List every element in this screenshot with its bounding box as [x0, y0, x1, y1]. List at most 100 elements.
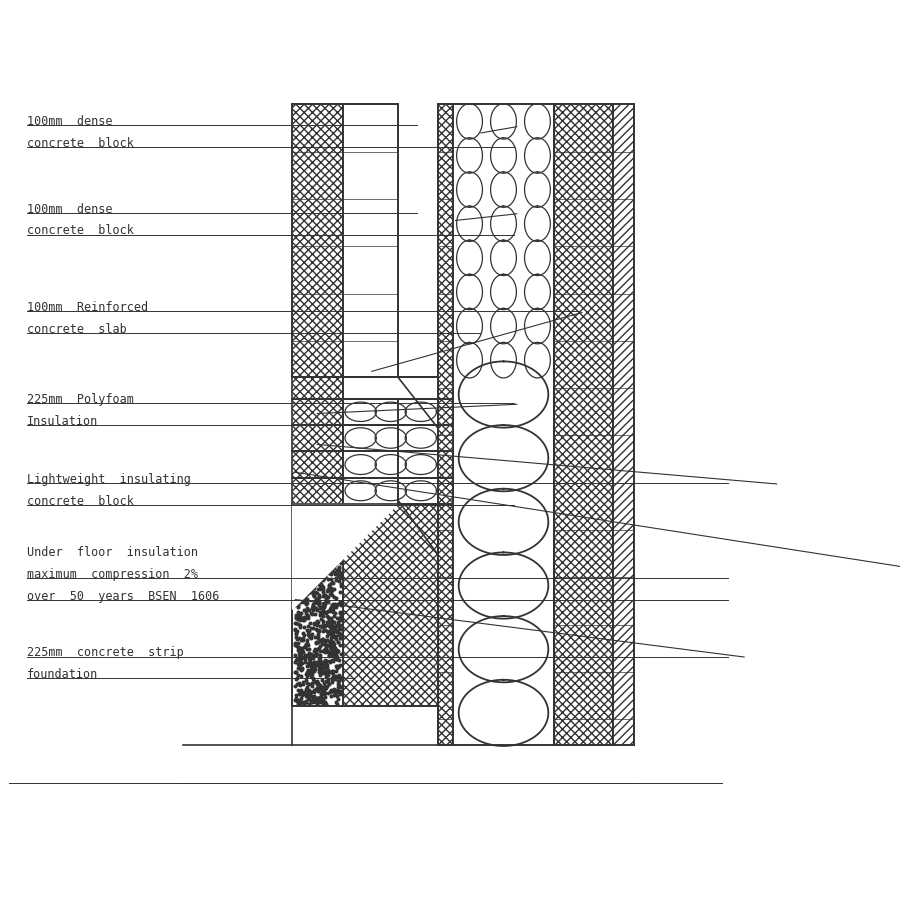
Point [327, 609, 341, 624]
Point [304, 667, 319, 681]
Point [296, 626, 310, 640]
Bar [613, 104, 634, 744]
Point [328, 598, 343, 612]
Point [292, 668, 306, 682]
Point [318, 597, 332, 611]
Point [310, 532, 325, 546]
Point [333, 626, 347, 641]
Point [288, 627, 302, 642]
Point [306, 517, 320, 531]
Point [319, 669, 333, 683]
Point [319, 521, 333, 535]
Text: concrete  block: concrete block [27, 137, 134, 150]
Point [322, 577, 337, 591]
Point [332, 523, 347, 537]
Point [316, 604, 330, 618]
Point [316, 561, 330, 575]
Point [325, 617, 339, 632]
Point [301, 533, 315, 547]
Point [328, 555, 343, 570]
Point [309, 635, 323, 650]
Point [302, 573, 316, 588]
Point [334, 500, 348, 514]
Point [310, 586, 324, 600]
Text: concrete  slab: concrete slab [27, 323, 127, 336]
Point [302, 666, 316, 680]
Point [322, 549, 337, 563]
Point [291, 537, 305, 552]
Point [306, 537, 320, 552]
Point [296, 675, 310, 689]
Point [292, 693, 307, 707]
Point [324, 664, 338, 679]
Text: foundation: foundation [27, 669, 98, 681]
Point [293, 662, 308, 677]
Point [301, 684, 315, 698]
Point [317, 557, 331, 572]
Point [298, 652, 312, 666]
Point [328, 688, 342, 702]
Point [324, 619, 338, 634]
Point [332, 631, 347, 645]
Point [293, 541, 308, 555]
Point [314, 690, 328, 705]
Point [291, 640, 305, 654]
Point [324, 644, 338, 658]
Point [289, 544, 303, 559]
Point [311, 695, 326, 709]
Point [294, 575, 309, 590]
Point [292, 694, 307, 708]
Point [303, 503, 318, 517]
Point [307, 510, 321, 525]
Point [318, 652, 332, 667]
Point [330, 692, 345, 706]
Point [315, 655, 329, 670]
Point [312, 517, 327, 531]
Point [319, 673, 333, 688]
Point [290, 591, 304, 606]
Point [315, 580, 329, 594]
Point [320, 534, 334, 548]
Point [298, 515, 312, 529]
Point [315, 502, 329, 517]
Point [309, 506, 323, 520]
Point [331, 615, 346, 629]
Point [325, 629, 339, 643]
Point [326, 601, 340, 616]
Point [306, 598, 320, 613]
Point [306, 600, 320, 615]
Point [311, 665, 326, 680]
Point [288, 655, 302, 670]
Text: maximum  compression  2%: maximum compression 2% [27, 568, 198, 580]
Point [307, 500, 321, 514]
Point [300, 596, 314, 610]
Point [324, 553, 338, 567]
Point [301, 662, 315, 677]
Point [320, 584, 334, 598]
Point [318, 690, 332, 705]
Point [327, 644, 341, 658]
Point [324, 611, 338, 625]
Text: concrete  block: concrete block [27, 495, 134, 508]
Point [297, 594, 311, 608]
Point [302, 629, 317, 643]
Point [318, 523, 332, 537]
Point [306, 672, 320, 687]
Point [324, 634, 338, 649]
Point [299, 557, 313, 572]
Point [318, 644, 332, 659]
Point [324, 638, 338, 652]
Point [290, 550, 304, 564]
Point [328, 624, 342, 638]
Point [291, 612, 305, 626]
Point [324, 566, 338, 580]
Point [331, 546, 346, 561]
Point [319, 518, 333, 532]
Point [320, 644, 334, 658]
Point [316, 536, 330, 551]
Point [320, 536, 335, 550]
Point [325, 589, 339, 603]
Point [300, 600, 314, 615]
Point [289, 539, 303, 554]
Point [302, 642, 316, 656]
